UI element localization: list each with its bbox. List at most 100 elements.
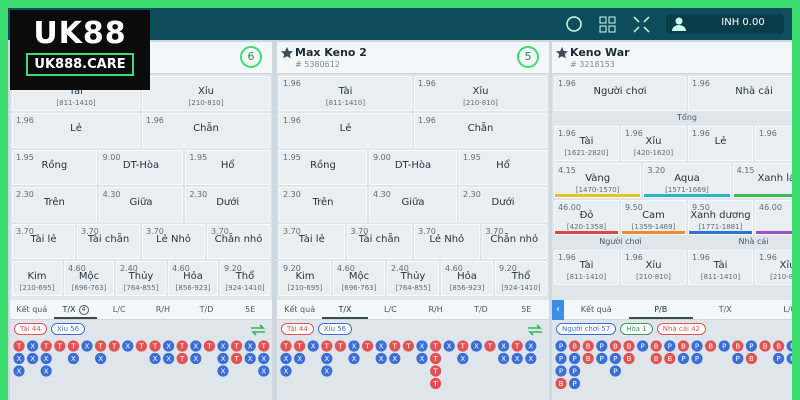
bead-letter: T (179, 343, 185, 351)
bet-label: Mộc (348, 271, 370, 282)
odds: 1.96 (418, 79, 436, 88)
bead (231, 352, 243, 365)
tab[interactable]: T/D (458, 300, 503, 319)
bet-label: Xỉu (645, 136, 662, 147)
bet-cell[interactable]: 4.60 Hỏa [856-923] (168, 261, 218, 296)
bead-letter: B (586, 355, 591, 363)
tab[interactable]: 5E (228, 300, 272, 319)
scroll-arrow[interactable]: ‹ (552, 300, 564, 320)
bead (135, 340, 147, 352)
stat-chips: Tài 44 Xỉu 56 (281, 323, 353, 335)
bet-cell[interactable]: 3.70 Tài chẵn (346, 224, 412, 259)
bet-cell[interactable]: 4.60 Hỏa [856-923] (441, 261, 493, 296)
tab[interactable]: R/H (141, 300, 185, 319)
bet-cell[interactable]: 1.95 Rồng (12, 150, 97, 185)
swap-icon[interactable] (250, 324, 266, 336)
section-heading: Tổng (554, 113, 792, 122)
bet-range: [856-923] (175, 284, 211, 292)
tab[interactable]: P/B (628, 300, 693, 319)
bet-cell[interactable]: 9.00 DT-Hòa (98, 150, 184, 185)
bet-cell[interactable]: 46.00 (755, 200, 792, 235)
tab[interactable]: L/C (758, 300, 792, 319)
bet-cell[interactable]: 2.30 Trên (279, 187, 367, 222)
bet-cell[interactable]: Xỉu [210-810] (142, 76, 270, 111)
tab[interactable]: Kết quả (277, 300, 322, 319)
odds: 1.95 (283, 153, 301, 162)
bet-row: 1.96 Lẻ 1.96 Chẵn (12, 113, 270, 148)
bet-cell[interactable]: 1.96 Lẻ (688, 126, 753, 161)
tab[interactable]: R/H (413, 300, 458, 319)
bet-cell[interactable]: 1.96 Lẻ (12, 113, 140, 148)
bet-cell[interactable]: 4.15 Xanh lá (732, 163, 792, 198)
icon-chip[interactable] (566, 16, 582, 32)
tab[interactable]: Kết quả (10, 300, 54, 319)
star-icon[interactable] (556, 47, 568, 59)
bet-cell[interactable]: 2.40 Thủy [764-855] (116, 261, 166, 296)
bet-cell[interactable]: 3.20 Aqua [1571-1669] (643, 163, 731, 198)
bet-cell[interactable]: 3.70 Tài lẻ (12, 224, 75, 259)
tab[interactable]: L/C (97, 300, 141, 319)
account-box[interactable] (666, 14, 784, 34)
bet-cell[interactable]: 1.96 Chẵn (414, 113, 547, 148)
bet-cell[interactable]: 1.96 Lẻ (279, 113, 412, 148)
bet-cell[interactable]: 1.96 Tài [811-1410] (554, 250, 619, 285)
bet-cell[interactable]: 3.70 Lẻ Nhỏ (142, 224, 205, 259)
bet-cell[interactable]: 9.20 Thổ [924-1410] (495, 261, 547, 296)
bead (402, 340, 414, 352)
bet-cell[interactable]: 1.96 Chẵn (142, 113, 270, 148)
bet-cell[interactable]: 4.30 Giữa (98, 187, 184, 222)
bet-cell[interactable]: 3.70 Tài lẻ (279, 224, 345, 259)
bet-cell[interactable]: 1.95 Rồng (279, 150, 367, 185)
tab[interactable]: T/X 4 (53, 300, 98, 319)
bet-cell[interactable]: 1.95 Hổ (185, 150, 271, 185)
bet-cell[interactable]: 46.00 Đỏ [420-1358] (554, 200, 619, 235)
tab[interactable]: T/X (693, 300, 758, 319)
tab[interactable]: T/X (322, 300, 368, 319)
tab-label: 5E (521, 305, 532, 314)
bet-cell[interactable]: 1.96 (755, 126, 792, 161)
bet-cell[interactable]: 4.30 Giữa (369, 187, 457, 222)
bet-cell[interactable]: 9.00 DT-Hòa (369, 150, 457, 185)
bead-letter: B (572, 343, 577, 351)
icon-grid[interactable] (599, 16, 607, 24)
bet-cell[interactable]: 2.40 Thủy [764-855] (387, 261, 439, 296)
bet-cell[interactable]: 4.15 Vàng [1470-1570] (554, 163, 642, 198)
bet-range: [1621-2820] (564, 149, 609, 157)
bet-cell[interactable]: 9.50 Xanh dương [1771-1881] (688, 200, 753, 235)
bet-cell[interactable]: 3.70 Chẵn nhỏ (481, 224, 547, 259)
icon-grid (608, 25, 616, 33)
bet-cell[interactable]: Kim [210-695] (12, 261, 62, 296)
bet-cell[interactable]: 9.20 Thổ [924-1410] (220, 261, 270, 296)
tab[interactable]: T/D (185, 300, 229, 319)
bead (525, 352, 537, 365)
bet-cell[interactable]: 4.60 Mộc [696-763] (64, 261, 114, 296)
bet-cell[interactable]: 2.30 Dưới (459, 187, 547, 222)
bet-cell[interactable]: 1.96 Người chơi (554, 76, 686, 111)
bead-letter: P (613, 355, 617, 363)
bet-cell[interactable]: 1.96 Tài [811-1410] (279, 76, 412, 111)
bet-cell[interactable]: 2.30 Dưới (185, 187, 271, 222)
bet-cell[interactable]: 3.70 Chẵn nhỏ (207, 224, 270, 259)
bet-cell[interactable]: 9.50 Cam [1359-1469] (621, 200, 686, 235)
bet-cell[interactable]: 1.96 Nhà cái (688, 76, 792, 111)
bead-letter: X (352, 355, 357, 363)
bet-cell[interactable]: 1.95 Hổ (459, 150, 547, 185)
star-icon[interactable] (281, 47, 293, 59)
bet-cell[interactable]: 1.96 Tài [811-1410] (688, 250, 753, 285)
icon-collapse[interactable] (633, 16, 650, 33)
bet-cell[interactable]: 2.30 Trên (12, 187, 97, 222)
bet-cell[interactable]: 4.60 Mộc [696-763] (333, 261, 385, 296)
bet-cell[interactable]: 3.70 Lẻ Nhỏ (414, 224, 480, 259)
bet-cell[interactable]: 1.96 Tài [1621-2820] (554, 126, 619, 161)
bet-cell[interactable]: 1.96 Xỉu [420-1620] (621, 126, 686, 161)
tab[interactable]: 5E (504, 300, 549, 319)
tab[interactable]: L/C (368, 300, 413, 319)
bet-cell[interactable]: 9.20 Kim [210-695] (279, 261, 331, 296)
swap-icon[interactable] (527, 324, 543, 336)
tab[interactable]: Kết quả (564, 300, 629, 319)
bet-cell[interactable]: 3.70 Tài chẵn (77, 224, 140, 259)
bet-label: Trên (43, 197, 65, 208)
